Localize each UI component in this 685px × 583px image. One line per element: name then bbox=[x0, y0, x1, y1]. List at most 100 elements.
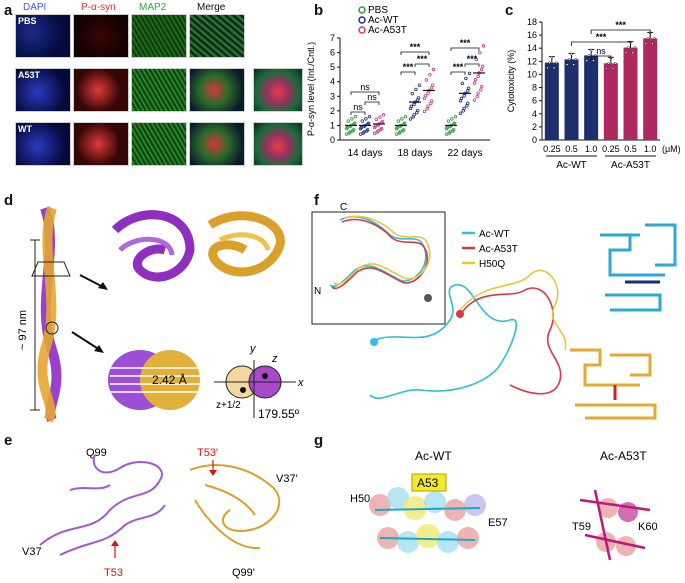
chart-b-point bbox=[462, 94, 466, 98]
z-half-label: z+1/2 bbox=[216, 400, 241, 411]
chart-c-point bbox=[611, 67, 615, 70]
chart-c-ytick-label: 8 bbox=[532, 83, 537, 93]
chart-b-legend-marker bbox=[358, 26, 366, 34]
chart-c-bracket bbox=[571, 41, 631, 46]
chart-b-point bbox=[429, 86, 434, 90]
main-traces bbox=[369, 269, 567, 399]
chart-c-sig-label: *** bbox=[615, 20, 626, 30]
chart-b-bracket bbox=[400, 51, 430, 55]
chart-c-ytick-label: 16 bbox=[527, 30, 537, 40]
chart-b-point bbox=[450, 117, 454, 121]
chart-c-bracket bbox=[590, 29, 651, 34]
chart-b-bracket bbox=[450, 71, 466, 75]
chart-c-bar bbox=[544, 62, 559, 141]
chart-b-ytick-label: 6 bbox=[330, 48, 335, 58]
chart-b-point bbox=[447, 131, 451, 135]
chart-c-sig-label: ns bbox=[596, 46, 606, 56]
axis-x-label: x bbox=[297, 377, 304, 389]
chart-c-point bbox=[568, 58, 571, 61]
chart-b-point bbox=[476, 74, 480, 79]
channel-title-1: P-α-syn bbox=[81, 2, 116, 13]
topology-schematic-top bbox=[600, 223, 677, 312]
label-t53-prime: T53' bbox=[197, 447, 218, 459]
chart-b-point bbox=[461, 109, 465, 113]
chart-c-point bbox=[644, 42, 648, 45]
backbone-purple bbox=[39, 454, 166, 556]
chart-c-bar bbox=[623, 47, 638, 140]
chart-b-point bbox=[410, 91, 414, 96]
chart-b-xgroup-label: 14 days bbox=[347, 148, 382, 159]
chart-b-point bbox=[403, 114, 408, 119]
chart-b-point bbox=[479, 67, 484, 72]
chart-c-xtick-label: 0.25 bbox=[543, 144, 561, 154]
chart-b-sig-label: *** bbox=[453, 62, 464, 72]
chart-b-point bbox=[479, 88, 483, 92]
chart-b-point bbox=[465, 104, 469, 108]
chart-b-point bbox=[408, 106, 413, 111]
chart-c-ytick-label: 18 bbox=[527, 17, 537, 27]
chart-b-sig-label: *** bbox=[403, 62, 414, 72]
chart-c-ytick-label: 6 bbox=[532, 96, 537, 106]
chart-c-ytick-label: 14 bbox=[527, 43, 537, 53]
chart-c-bar bbox=[564, 59, 579, 140]
chart-b-point bbox=[430, 83, 435, 87]
legend-f-label-0: Ac-WT bbox=[479, 229, 510, 240]
chart-b-point bbox=[344, 127, 349, 131]
chart-b-point bbox=[379, 128, 383, 132]
chart-b-point bbox=[400, 117, 404, 121]
chart-c-ytick-label: 10 bbox=[527, 69, 537, 79]
legend-f-label-2: H50Q bbox=[479, 259, 505, 270]
chart-c-point bbox=[653, 37, 656, 40]
label-t59: T59 bbox=[572, 521, 591, 533]
row-label-wt: WT bbox=[18, 124, 32, 134]
chart-b-sig-label: *** bbox=[460, 38, 471, 48]
spheres-wt bbox=[369, 487, 486, 553]
label-q99: Q99 bbox=[86, 447, 107, 459]
micrograph-a53t-2 bbox=[131, 68, 187, 112]
chart-c-bracket bbox=[590, 55, 612, 60]
chart-c-point bbox=[574, 58, 578, 61]
chart-c-point bbox=[633, 46, 637, 49]
panel-f-figure: C N Ac-WT Ac-A53T H50Q bbox=[311, 202, 677, 420]
chart-b-point bbox=[458, 99, 463, 103]
chart-b-point bbox=[460, 81, 464, 86]
chart-b-point bbox=[464, 76, 468, 81]
micrograph-pbs-3 bbox=[189, 14, 245, 58]
chart-b-ytick-label: 5 bbox=[330, 62, 335, 72]
chart-b: 0 1 2 3 4 5 6 7 P-α-syn level (Int./Cntl.) 14 day… bbox=[306, 5, 490, 159]
chart-b-point bbox=[472, 98, 477, 102]
chart-b-ytick-label: 3 bbox=[330, 91, 335, 101]
chart-b-ytick-label: 0 bbox=[330, 135, 335, 145]
chart-c-point bbox=[627, 46, 630, 49]
panel-e-figure: Q99 V37 T53 T53' V37' Q99' bbox=[22, 447, 298, 579]
chart-c: 0 2 4 6 8 10 12 14 16 18 Cytotoxicity (%) 0.25 0.5 1.… bbox=[506, 17, 681, 171]
chart-b-legend-label: Ac-A53T bbox=[368, 25, 407, 36]
chart-b-sig-label: *** bbox=[417, 54, 428, 64]
chart-b-point bbox=[358, 127, 363, 131]
inset-label-n: N bbox=[314, 286, 321, 297]
chart-b-legend-label: PBS bbox=[368, 5, 388, 16]
chart-b-point bbox=[346, 119, 350, 123]
chart-b-point bbox=[473, 78, 478, 82]
label-q99-prime: Q99' bbox=[232, 567, 255, 579]
legend-f-label-1: Ac-A53T bbox=[479, 244, 518, 255]
chart-b-point bbox=[423, 94, 428, 98]
zoom-inset-wt bbox=[253, 122, 303, 166]
chart-b-point bbox=[344, 132, 349, 136]
micrograph-pbs-2 bbox=[131, 14, 187, 58]
panel-a-letter: a bbox=[4, 2, 13, 19]
chart-b-point bbox=[429, 101, 433, 106]
chart-b-bracket bbox=[364, 101, 380, 105]
a53-highlight bbox=[411, 473, 447, 492]
inset-label-c: C bbox=[340, 202, 347, 213]
chart-c-point bbox=[589, 48, 593, 52]
g-title-wt: Ac-WT bbox=[415, 449, 452, 463]
label-t53: T53 bbox=[104, 567, 123, 579]
chart-c-xtick-label: 1.0 bbox=[585, 144, 598, 154]
chart-c-bar bbox=[603, 63, 618, 140]
micrograph-a53t-0 bbox=[15, 68, 71, 112]
chart-c-point bbox=[554, 61, 558, 64]
chart-c-ytick-label: 2 bbox=[532, 122, 537, 132]
chart-b-ytick-label: 4 bbox=[330, 77, 335, 87]
chart-c-group-label: Ac-A53T bbox=[611, 160, 650, 171]
